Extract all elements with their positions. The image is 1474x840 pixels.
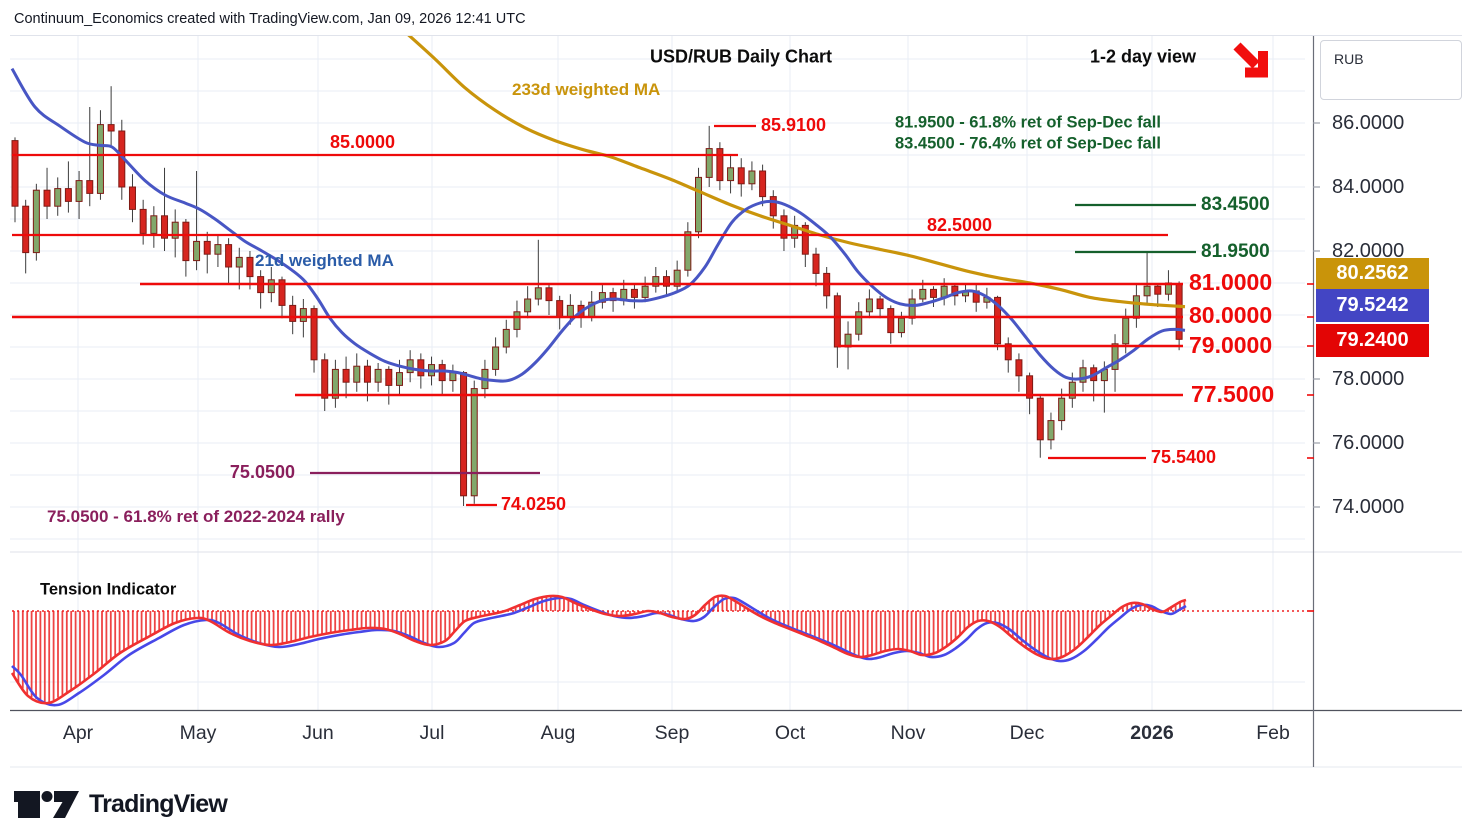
tradingview-logo-text: TradingView (89, 789, 228, 818)
view-horizon-label: 1-2 day view (1090, 46, 1197, 67)
price-scale[interactable]: RUB 86.0000 84.0000 82.0000 78.0000 76.0000 7… (1313, 30, 1474, 770)
time-axis-label-2026: 2026 (1130, 722, 1174, 744)
time-axis-label-apr: Apr (62, 722, 94, 744)
level-label-77.5000: 77.5000 (1191, 381, 1274, 407)
last-price-tag: 79.2400 (1316, 324, 1429, 357)
time-axis-label-dec: Dec (1009, 722, 1045, 744)
level-label-81.9500: 81.9500 (1201, 241, 1270, 262)
price-axis-label-82.0000: 82.0000 (1332, 240, 1405, 262)
time-scale[interactable]: Apr May Jun Jul Aug Sep Oct Nov Dec 2026 Feb (0, 712, 1313, 768)
symbol-unit-box: RUB (1320, 40, 1462, 100)
tension-slow-line (11, 596, 1187, 707)
tension-fast-line (10, 594, 1187, 705)
ma-21-line (10, 67, 1186, 383)
level-label-75.5400: 75.5400 (1151, 447, 1216, 467)
ma233-label: 233d weighted MA (512, 80, 661, 99)
price-axis-label-86.0000: 86.0000 (1332, 112, 1405, 134)
time-axis-label-feb: Feb (1256, 722, 1290, 744)
time-axis-label-aug: Aug (540, 722, 576, 744)
tradingview-logo[interactable]: TradingView (14, 786, 228, 822)
time-axis-label-may: May (179, 722, 217, 744)
level-label-80.0000: 80.0000 (1189, 302, 1272, 328)
ma21-label: 21d weighted MA (255, 251, 394, 270)
time-axis-label-jul: Jul (419, 722, 445, 744)
price-axis-label-78.0000: 78.0000 (1332, 368, 1405, 390)
ma21-price-tag: 79.5242 (1316, 289, 1429, 322)
down-right-arrow-icon (1233, 42, 1268, 78)
chart-title: USD/RUB Daily Chart (650, 46, 833, 67)
time-axis-label-sep: Sep (654, 722, 690, 744)
level-label-75.0500: 75.0500 (230, 462, 295, 482)
tradingview-logo-icon (14, 790, 79, 818)
time-axis-label-oct: Oct (774, 722, 806, 744)
time-axis-label-nov: Nov (890, 722, 926, 744)
price-levels: 85.0000 82.5000 85.9100 81.0000 80.0000 79.00… (12, 115, 1274, 514)
retracement-annotation-1: 81.9500 - 61.8% ret of Sep-Dec fall (895, 113, 1161, 132)
level-label-79.0000: 79.0000 (1189, 332, 1272, 358)
price-axis-label-76.0000: 76.0000 (1332, 432, 1405, 454)
rally-retracement-annotation: 75.0500 - 61.8% ret of 2022-2024 rally (47, 507, 345, 526)
panel-separators (10, 35, 1462, 768)
ma233-price-tag: 80.2562 (1316, 258, 1429, 289)
tension-indicator (10, 594, 1305, 707)
price-axis-label-84.0000: 84.0000 (1332, 176, 1405, 198)
level-label-81.0000: 81.0000 (1189, 269, 1272, 295)
moving-averages (10, 36, 1186, 383)
level-label-85.0000: 85.0000 (330, 132, 395, 152)
level-label-83.4500: 83.4500 (1201, 194, 1270, 215)
grid (10, 36, 1305, 710)
level-label-85.9100: 85.9100 (761, 115, 826, 135)
retracement-annotation-2: 83.4500 - 76.4% ret of Sep-Dec fall (895, 134, 1161, 153)
chart-credit: Continuum_Economics created with Trading… (14, 11, 526, 27)
candlestick-series (11, 86, 1183, 507)
time-axis-label-jun: Jun (302, 722, 334, 744)
ma-233-line (407, 36, 1186, 309)
price-axis-label-74.0000: 74.0000 (1332, 496, 1405, 518)
level-label-82.5000: 82.5000 (927, 215, 992, 235)
symbol-unit-label: RUB (1334, 51, 1364, 67)
tension-indicator-title: Tension Indicator (40, 580, 177, 599)
level-label-74.0250: 74.0250 (501, 494, 566, 514)
